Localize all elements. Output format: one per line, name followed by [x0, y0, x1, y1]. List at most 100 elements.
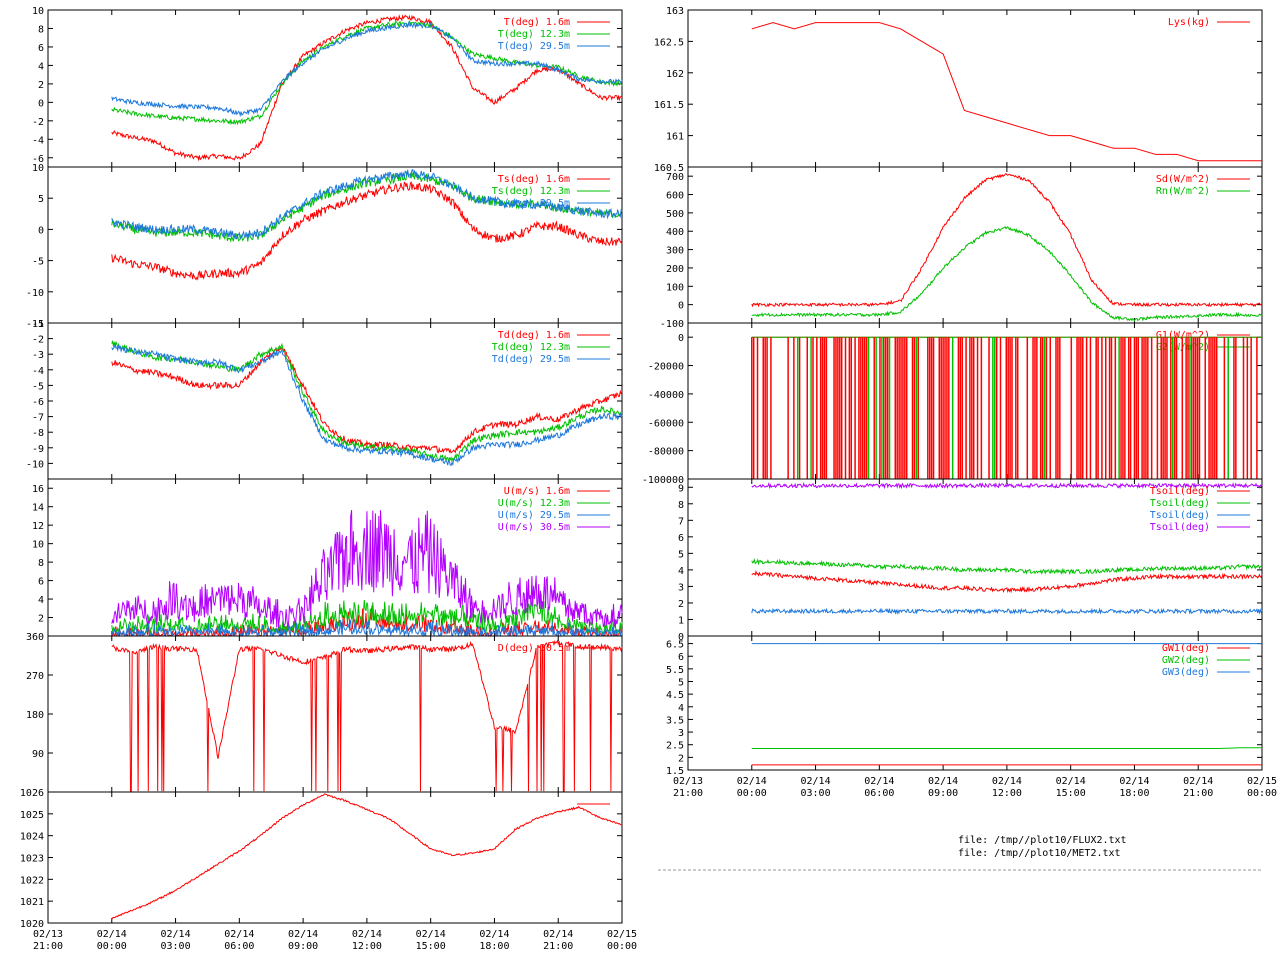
- y-tick-label: 90: [32, 749, 44, 760]
- y-tick-label: 0: [38, 225, 44, 236]
- series-line: [111, 639, 623, 792]
- y-tick-label: -9: [32, 444, 44, 455]
- y-tick-label: 161.5: [654, 100, 684, 111]
- y-tick-label: -6: [32, 154, 44, 165]
- x-tick-date: 02/14: [479, 929, 509, 940]
- y-tick-label: 5: [678, 549, 684, 560]
- y-tick-label: 16: [32, 484, 44, 495]
- x-tick-date: 02/14: [864, 776, 894, 787]
- y-tick-label: -100: [660, 319, 684, 330]
- x-tick-time: 12:00: [352, 941, 382, 952]
- x-tick-date: 02/14: [992, 776, 1022, 787]
- panel-lys: 160.5 161 161.5 162 162.5 163 Lys(kg): [654, 6, 1263, 174]
- y-tick-label: 8: [38, 24, 44, 35]
- series-line: [111, 340, 623, 463]
- x-tick-date: 02/14: [801, 776, 831, 787]
- y-tick-label: 700: [666, 172, 684, 183]
- x-tick-time: 03:00: [161, 941, 191, 952]
- x-tick-time: 18:00: [1119, 788, 1149, 799]
- y-tick-label: 9: [678, 483, 684, 494]
- y-tick-label: 6: [38, 577, 44, 588]
- legend-label: U(m/s) 12.3m: [498, 498, 570, 509]
- series-line: [111, 346, 623, 454]
- y-tick-label: -10: [26, 288, 44, 299]
- legend-label: GW3(deg): [1162, 667, 1210, 678]
- y-tick-label: 10: [32, 540, 44, 551]
- x-tick-date: 02/14: [161, 929, 191, 940]
- y-tick-label: 4: [678, 566, 684, 577]
- y-tick-label: 4: [38, 61, 44, 72]
- y-tick-label: -80000: [648, 447, 684, 458]
- y-tick-label: -2: [32, 335, 44, 346]
- legend-label: Tsoil(deg): [1150, 486, 1210, 497]
- legend-label: Td(deg) 1.6m: [498, 330, 570, 341]
- source-files: file: /tmp//plot10/FLUX2.txt file: /tmp/…: [958, 834, 1127, 860]
- x-tick-time: 12:00: [992, 788, 1022, 799]
- legend-label: T(deg) 12.3m: [498, 29, 570, 40]
- legend-label: Ts(deg) 1.6m: [498, 174, 570, 185]
- y-tick-label: 600: [666, 191, 684, 202]
- y-tick-label: 2: [38, 614, 44, 625]
- y-tick-label: 7: [678, 516, 684, 527]
- x-tick-date: 02/14: [352, 929, 382, 940]
- x-tick-date: 02/14: [97, 929, 127, 940]
- x-tick-date: 02/15: [1247, 776, 1277, 787]
- y-tick-label: -2: [32, 117, 44, 128]
- y-tick-label: 0: [38, 98, 44, 109]
- legend-label: Sd(W/m^2): [1156, 174, 1210, 185]
- y-tick-label: 4: [678, 703, 684, 714]
- y-tick-label: -6: [32, 397, 44, 408]
- plot-frame: [47, 791, 623, 924]
- series-line: [751, 570, 1263, 594]
- x-tick-time: 21:00: [673, 788, 703, 799]
- series-line: [111, 181, 623, 281]
- y-tick-label: 10: [32, 6, 44, 17]
- x-tick-date: 02/13: [673, 776, 703, 787]
- x-tick-time: 03:00: [801, 788, 831, 799]
- series-line: [111, 14, 623, 162]
- panel-gw: 1.5 22.5 3 3.54 4.55 5.5 66.5 GW1(deg)GW2(deg)G…: [666, 635, 1277, 799]
- y-tick-label: 160.5: [654, 163, 684, 174]
- y-tick-label: -7: [32, 413, 44, 424]
- y-tick-label: 8: [38, 558, 44, 569]
- panel-g: -100000 -80000 -60000 -40000 -20000 0 G1(W/m^2…: [642, 322, 1263, 486]
- x-tick-time: 00:00: [607, 941, 637, 952]
- y-tick-label: 4: [38, 595, 44, 606]
- legend-label: Ts(deg) 29.5m: [492, 198, 570, 209]
- legend-label: Tsoil(deg): [1150, 510, 1210, 521]
- plot-frame: [687, 635, 1263, 771]
- series-line: [751, 481, 1263, 490]
- y-tick-label: 6.5: [666, 640, 684, 651]
- panel-rad: -100 0 100 200 300 400 500 600 700 Sd(W/m^2)Rn(W/…: [660, 166, 1263, 330]
- series-line: [751, 558, 1263, 576]
- x-tick-date: 02/14: [928, 776, 958, 787]
- y-tick-label: 270: [26, 671, 44, 682]
- series-line: [751, 226, 1263, 322]
- panel-t: -6 -4 -2 0 2 4 6 8 10 T(deg) 1.6mT(deg) 12.3mT(de…: [32, 6, 623, 168]
- legend-label: Td(deg) 12.3m: [492, 342, 570, 353]
- y-tick-label: 1020: [20, 919, 44, 930]
- legend-label: Tsoil(deg): [1150, 522, 1210, 533]
- y-tick-label: -60000: [648, 418, 684, 429]
- x-tick-date: 02/14: [416, 929, 446, 940]
- x-tick-time: 21:00: [33, 941, 63, 952]
- y-tick-label: -15: [26, 319, 44, 330]
- y-tick-label: -20000: [648, 362, 684, 373]
- series-line: [111, 21, 623, 118]
- y-tick-label: 161: [666, 132, 684, 143]
- y-tick-label: 100: [666, 282, 684, 293]
- y-tick-label: 1021: [20, 897, 44, 908]
- y-tick-label: 0: [678, 333, 684, 344]
- y-tick-label: -8: [32, 428, 44, 439]
- series-line: [751, 22, 1262, 162]
- y-tick-label: 10: [32, 163, 44, 174]
- file-label-met: file: /tmp//plot10/MET2.txt: [958, 848, 1121, 859]
- y-tick-label: -1: [32, 319, 44, 330]
- x-tick-time: 21:00: [1183, 788, 1213, 799]
- panel-td: -10-9-8-7-6-5-4-3-2-1Td(deg) 1.6mTd(deg)…: [26, 319, 623, 480]
- x-tick-time: 21:00: [543, 941, 573, 952]
